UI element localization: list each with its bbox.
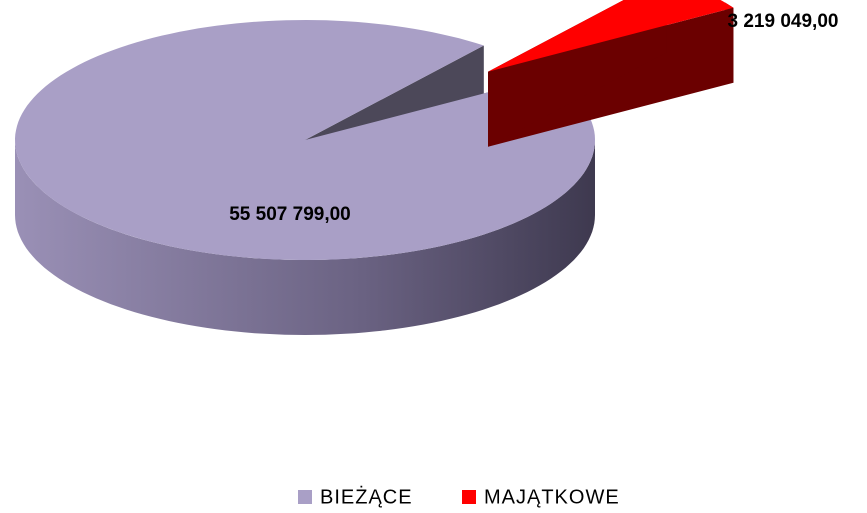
slice xyxy=(488,0,734,72)
legend-swatch xyxy=(462,490,476,504)
data-label: 55 507 799,00 xyxy=(229,204,351,225)
legend-swatch xyxy=(298,490,312,504)
slice-side xyxy=(725,2,734,83)
data-label: 3 219 049,00 xyxy=(728,11,839,32)
pie: 55 507 799,00 3 219 049,00 xyxy=(15,0,838,335)
legend: BIEŻĄCE MAJĄTKOWE xyxy=(298,485,620,508)
legend-label: MAJĄTKOWE xyxy=(484,486,620,508)
slice xyxy=(15,20,595,260)
slice-side xyxy=(15,140,595,335)
legend-label: BIEŻĄCE xyxy=(320,485,413,508)
